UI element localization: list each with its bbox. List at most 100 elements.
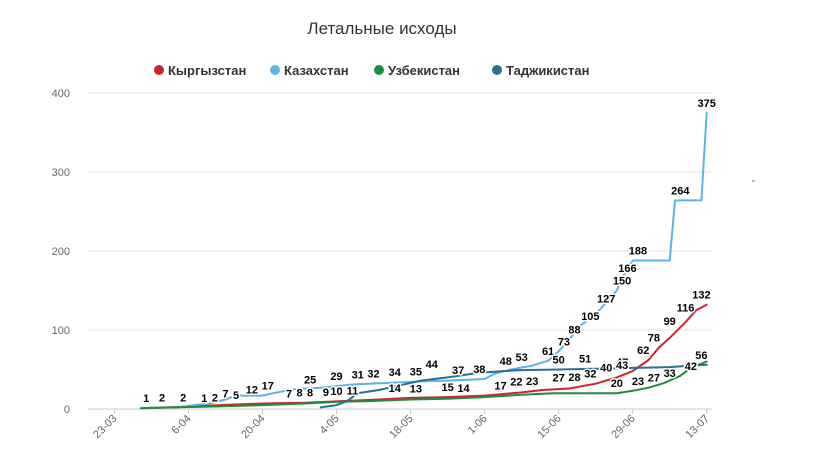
data-label: 50 xyxy=(553,355,565,367)
data-label: 99 xyxy=(664,316,676,328)
data-label: 38 xyxy=(473,364,485,376)
legend-item-4[interactable]: Таджикистан xyxy=(492,63,589,78)
series-lines xyxy=(139,111,708,410)
legend-label: Кыргызстан xyxy=(168,63,246,78)
data-label: 23 xyxy=(526,376,538,388)
data-label: 14 xyxy=(457,383,470,395)
x-tick-label: 20-04 xyxy=(239,413,267,441)
data-label: 78 xyxy=(648,332,660,344)
data-label: 48 xyxy=(500,356,512,368)
legend-label: Узбекистан xyxy=(388,63,460,78)
data-label: 2 xyxy=(180,392,186,404)
data-label: 34 xyxy=(389,367,402,379)
gridlines xyxy=(88,92,712,410)
data-label: 56 xyxy=(695,350,707,362)
data-label: 5 xyxy=(233,390,239,402)
data-label: 13 xyxy=(410,384,422,396)
data-label: 14 xyxy=(389,383,402,395)
legend-item-1[interactable]: Кыргызстан xyxy=(154,63,246,78)
x-tick-label: 23-03 xyxy=(91,413,119,441)
series-line-1 xyxy=(139,303,708,410)
x-tick-label: 15-06 xyxy=(535,413,563,441)
legend-label: Казахстан xyxy=(284,63,349,78)
data-label: 31 xyxy=(352,370,364,382)
data-label: 42 xyxy=(685,361,697,373)
data-label: 51 xyxy=(579,354,591,366)
data-label: 11 xyxy=(347,385,359,397)
data-label: 53 xyxy=(516,352,528,364)
data-label: 264 xyxy=(671,185,690,197)
legend-marker xyxy=(374,65,384,75)
y-tick-label: 200 xyxy=(52,246,70,258)
data-label: 166 xyxy=(618,263,636,275)
data-label: 27 xyxy=(553,373,565,385)
data-label: 32 xyxy=(584,369,596,381)
x-tick-label: 1-06 xyxy=(466,413,490,437)
data-label: 62 xyxy=(637,345,649,357)
data-label: 33 xyxy=(664,368,676,380)
data-label: 12 xyxy=(246,385,258,397)
series-line-4 xyxy=(319,363,708,409)
data-label: 43 xyxy=(616,360,628,372)
legend-item-3[interactable]: Узбекистан xyxy=(374,63,460,78)
data-label: 61 xyxy=(542,346,554,358)
chart-title: Летальные исходы xyxy=(307,19,456,38)
data-label: 105 xyxy=(581,311,599,323)
legend-marker xyxy=(154,65,164,75)
data-label: 1 xyxy=(143,393,149,405)
legend-item-2[interactable]: Казахстан xyxy=(270,63,349,78)
series-line-3 xyxy=(139,360,708,410)
data-label: 15 xyxy=(441,382,453,394)
legend[interactable]: Кыргызстан Казахстан Узбекистан Таджикистан xyxy=(154,63,589,78)
data-label: 47 xyxy=(616,357,628,369)
legend-marker xyxy=(270,65,280,75)
data-label: 29 xyxy=(330,371,342,383)
x-tick-label: 6-04 xyxy=(170,413,194,437)
data-label: 37 xyxy=(452,365,464,377)
y-tick-label: 100 xyxy=(52,325,70,337)
data-label: 132 xyxy=(692,290,710,302)
data-label: 7 xyxy=(286,388,292,400)
data-label: 88 xyxy=(568,324,580,336)
data-label: 1 xyxy=(201,393,207,405)
data-label: 10 xyxy=(330,386,342,398)
data-label: 375 xyxy=(698,98,716,110)
data-label: 17 xyxy=(494,381,506,393)
data-label: 2 xyxy=(212,392,218,404)
data-label: 188 xyxy=(629,245,647,257)
y-tick-label: 0 xyxy=(64,404,70,416)
data-label: 8 xyxy=(307,388,313,400)
data-label: 8 xyxy=(296,388,302,400)
stray-mark: ″ xyxy=(752,179,755,188)
series-line-2 xyxy=(139,111,708,410)
data-label: 23 xyxy=(632,376,644,388)
data-label: 35 xyxy=(410,366,422,378)
y-tick-label: 300 xyxy=(52,167,70,179)
x-tick-label: 13-07 xyxy=(683,413,711,441)
x-tick-label: 29-06 xyxy=(609,413,637,441)
data-label: 73 xyxy=(558,336,570,348)
data-label: 22 xyxy=(510,377,522,389)
x-tick-label: 18-05 xyxy=(387,413,415,441)
data-label: 25 xyxy=(304,374,316,386)
legend-marker xyxy=(492,65,502,75)
x-axis: 23-03 6-04 20-04 4-05 18-05 1-06 15-06 29-06 13-… xyxy=(91,409,712,441)
x-tick-label: 4-05 xyxy=(318,413,342,437)
data-label: 7 xyxy=(222,388,228,400)
data-label: 116 xyxy=(677,302,695,314)
y-axis: 0 100 200 300 400 xyxy=(52,88,70,416)
legend-label: Таджикистан xyxy=(506,63,589,78)
data-label: 17 xyxy=(262,381,274,393)
data-label: 40 xyxy=(600,362,612,374)
data-label: 9 xyxy=(323,387,329,399)
data-label: 127 xyxy=(597,294,615,306)
y-tick-label: 400 xyxy=(52,88,70,100)
data-label: 150 xyxy=(613,276,631,288)
data-label: 28 xyxy=(568,372,580,384)
data-label: 27 xyxy=(648,373,660,385)
data-label: 20 xyxy=(611,378,623,390)
data-label: 32 xyxy=(367,369,379,381)
data-label: 2 xyxy=(159,392,165,404)
